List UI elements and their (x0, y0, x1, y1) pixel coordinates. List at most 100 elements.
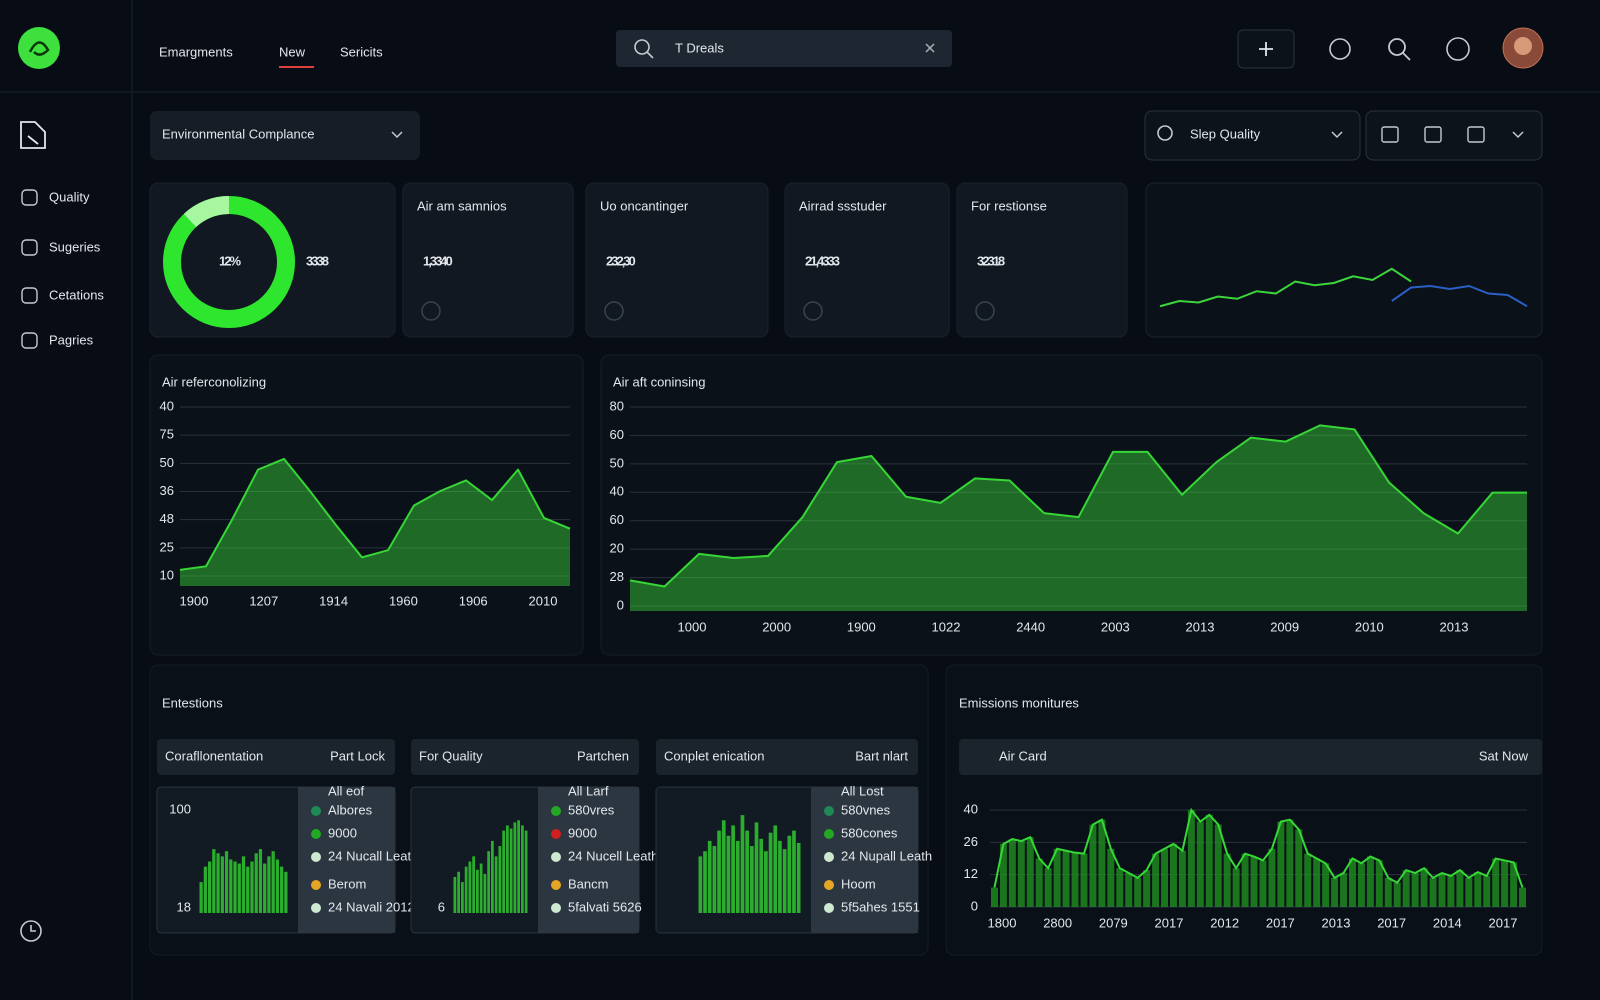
search-box (616, 30, 952, 67)
bar (250, 861, 254, 913)
donut-segment (183, 196, 230, 228)
y-tick-label: 25 (160, 539, 174, 554)
bar (280, 866, 284, 913)
y-tick-label: 40 (160, 398, 174, 413)
bar (707, 840, 712, 913)
bar (792, 830, 796, 913)
sidebar-item[interactable]: Sugeries (49, 239, 101, 254)
emoji-icon[interactable] (1446, 37, 1470, 61)
history-hand (30, 925, 36, 932)
bar (1250, 856, 1258, 907)
bar (787, 835, 792, 913)
legend-label: 24 Nucall Leath (328, 848, 418, 863)
bar (1187, 810, 1195, 907)
sidebar-item[interactable]: Quality (49, 189, 90, 204)
search-global-icon[interactable] (1388, 38, 1406, 56)
bar (778, 840, 782, 913)
bar (498, 846, 502, 913)
y-tick-label: 50 (160, 455, 174, 470)
legend-label: Bancm (568, 876, 608, 891)
kpi-card (956, 182, 1128, 338)
filter-dropdown[interactable] (150, 111, 420, 160)
history-icon[interactable] (20, 920, 42, 942)
nav-item[interactable]: New (279, 44, 306, 59)
bar (1429, 877, 1437, 907)
x-tick-label: 2017 (1377, 915, 1406, 930)
bar (1223, 853, 1231, 907)
nav-item[interactable]: Sericits (340, 44, 383, 59)
area (180, 458, 570, 586)
bar (1161, 848, 1168, 907)
kpi-icon (975, 301, 995, 321)
sidebar-home-icon[interactable] (20, 121, 46, 149)
kpi-card (149, 182, 396, 338)
bar (745, 830, 749, 913)
toolbar-icon[interactable] (1424, 126, 1442, 143)
x-tick-label: 2014 (1433, 915, 1462, 930)
x-tick-label: 2017 (1266, 915, 1295, 930)
bar (735, 840, 740, 913)
bar (1357, 863, 1365, 907)
y-tick-label: 48 (160, 511, 174, 526)
search-icon-handle (646, 51, 654, 59)
bar (768, 832, 773, 913)
x-tick-label: 2012 (1210, 915, 1239, 930)
legend-swatch (551, 806, 561, 816)
quality-dropdown[interactable] (1144, 110, 1361, 161)
search-clear[interactable] (925, 43, 935, 53)
legend-title: All Lost (841, 783, 884, 798)
y-tick-label: 10 (160, 567, 174, 582)
bar (1196, 821, 1204, 907)
legend-label: Albores (328, 802, 373, 817)
legend-swatch (311, 903, 321, 913)
nav-active-underline (279, 66, 314, 68)
sidebar-item[interactable]: Cetations (49, 287, 104, 302)
kpi-icon (803, 301, 823, 321)
search-input[interactable]: T Dreals (675, 40, 724, 55)
x-tick-label: 2017 (1489, 915, 1518, 930)
chevron (1331, 131, 1343, 139)
bar (1366, 856, 1374, 907)
bar (1178, 850, 1186, 907)
chart-card (149, 354, 584, 656)
bar (1170, 843, 1177, 907)
bar (754, 822, 759, 913)
kpi-label: Uo oncantinger (600, 198, 689, 213)
bar (1107, 848, 1115, 907)
x-tick-label: 1900 (180, 593, 209, 608)
legend-swatch (311, 880, 321, 890)
y-tick-label: 18 (177, 899, 191, 914)
y-tick-label: 6 (438, 899, 445, 914)
nav-item[interactable]: Emargments (159, 44, 233, 59)
mini-header (157, 739, 395, 775)
bar (275, 859, 280, 913)
bar (1277, 821, 1285, 907)
mini-note: Bart nlart (855, 748, 908, 763)
mini-title: Corafllonentation (165, 748, 263, 763)
kpi-label: For restionse (971, 198, 1047, 213)
logo[interactable] (18, 27, 60, 69)
toolbar-icon[interactable] (1381, 126, 1399, 143)
x-tick-label: 2079 (1099, 915, 1128, 930)
sidebar-item[interactable]: Pagries (49, 332, 94, 347)
bar (764, 851, 768, 913)
bar (1062, 850, 1070, 907)
bar (991, 887, 998, 907)
y-tick-label: 60 (610, 427, 624, 442)
x-tick-label: 2013 (1322, 915, 1351, 930)
notify-icon[interactable] (1329, 38, 1351, 60)
x-tick-label: 2800 (1043, 915, 1072, 930)
bar (1098, 819, 1106, 907)
kpi-label: Air am samnios (417, 198, 507, 213)
x-tick-label: 2000 (762, 619, 791, 634)
x-tick-label: 2009 (1270, 619, 1299, 634)
bar (1474, 872, 1482, 907)
mini-note: Part Lock (330, 748, 385, 763)
filter-label: Slep Quality (1190, 126, 1261, 141)
trend-line (993, 807, 1524, 888)
bar (271, 851, 275, 913)
toolbar-icon[interactable] (1467, 126, 1485, 143)
bar (502, 830, 505, 913)
bar (461, 882, 464, 913)
filter-search-icon (1157, 125, 1173, 141)
